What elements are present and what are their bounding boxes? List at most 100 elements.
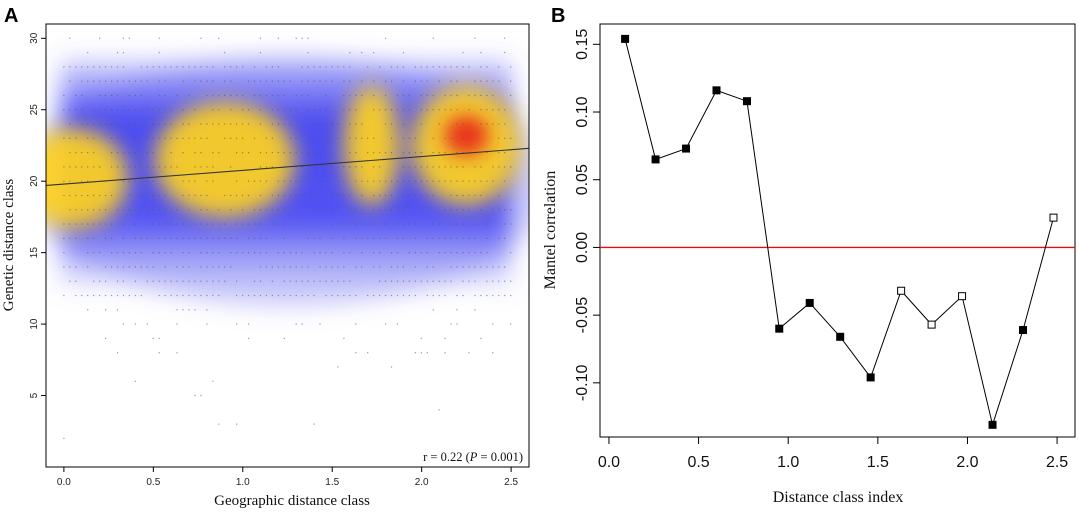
scatter-point (313, 252, 315, 254)
scatter-point (390, 152, 393, 154)
scatter-point (170, 152, 172, 154)
scatter-point (384, 280, 387, 282)
scatter-point (241, 194, 244, 197)
scatter-point (325, 80, 327, 82)
scatter-point (426, 352, 428, 354)
scatter-point (259, 223, 262, 225)
scatter-point (69, 137, 71, 139)
scatter-point (259, 252, 262, 254)
scatter-point (116, 209, 119, 211)
scatter-point (158, 223, 160, 225)
scatter-point (146, 66, 148, 68)
scatter-point (110, 109, 113, 111)
scatter-point (331, 280, 333, 282)
scatter-point (456, 209, 458, 211)
scatter-point (259, 94, 262, 97)
scatter-point (462, 237, 464, 239)
scatter-point (414, 194, 416, 197)
scatter-point (379, 266, 381, 268)
scatter-point (331, 209, 333, 211)
scatter-point (236, 123, 238, 125)
scatter-point (81, 66, 83, 68)
scatter-point (402, 194, 405, 197)
scatter-point (206, 137, 208, 139)
scatter-point (313, 109, 315, 111)
scatter-point (265, 237, 268, 239)
scatter-point (510, 209, 512, 211)
scatter-point (69, 223, 71, 225)
scatter-point (349, 252, 351, 254)
scatter-point (241, 252, 244, 254)
scatter-point (361, 237, 363, 239)
scatter-point (337, 294, 339, 297)
scatter-point (313, 80, 315, 82)
scatter-point (164, 194, 166, 197)
scatter-point (504, 209, 506, 211)
scatter-point (444, 209, 446, 211)
scatter-point (206, 180, 208, 182)
scatter-point (498, 280, 500, 282)
scatter-point (486, 252, 488, 254)
marker-significant (866, 373, 875, 382)
scatter-point (63, 109, 65, 111)
scatter-point (432, 166, 434, 168)
scatter-point (128, 80, 131, 82)
scatter-point (176, 280, 178, 282)
scatter-point (164, 109, 166, 111)
scatter-point (277, 180, 279, 182)
scatter-point (253, 66, 256, 68)
scatter-point (63, 137, 65, 139)
scatter-point (289, 80, 291, 82)
b-x-tick-label: 0.0 (598, 454, 620, 471)
scatter-point (325, 194, 327, 197)
scatter-point (474, 252, 476, 254)
scatter-point (468, 180, 470, 182)
panel-b-x-axis-label: Distance class index (773, 489, 904, 506)
scatter-point (230, 209, 232, 211)
scatter-point (110, 266, 113, 268)
scatter-point (128, 166, 131, 168)
scatter-point (93, 66, 95, 68)
scatter-point (218, 223, 220, 225)
scatter-point (426, 80, 428, 82)
a-y-tick-label: 30 (29, 32, 40, 44)
a-x-tick-label: 0.0 (57, 477, 71, 488)
scatter-point (170, 237, 172, 239)
a-x-tick-label: 1.5 (325, 477, 339, 488)
scatter-point (396, 223, 399, 225)
scatter-point (283, 337, 285, 339)
scatter-point (122, 80, 125, 82)
scatter-point (408, 152, 410, 154)
scatter-point (319, 252, 321, 254)
scatter-point (456, 66, 458, 68)
scatter-point (367, 237, 369, 239)
scatter-point (259, 180, 262, 182)
scatter-point (450, 80, 452, 82)
scatter-point (224, 223, 226, 225)
scatter-point (164, 294, 166, 297)
scatter-point (241, 152, 244, 154)
scatter-point (504, 137, 506, 139)
scatter-point (373, 94, 375, 97)
scatter-point (444, 152, 446, 154)
scatter-point (402, 66, 405, 68)
scatter-point (236, 137, 238, 139)
scatter-point (456, 180, 458, 182)
scatter-point (104, 123, 107, 125)
scatter-point (408, 166, 410, 168)
scatter-point (69, 266, 71, 268)
scatter-point (116, 66, 119, 68)
scatter-point (224, 51, 226, 54)
scatter-point (349, 280, 351, 282)
panel-a-regression-line (45, 147, 530, 187)
scatter-point (426, 194, 428, 197)
scatter-point (69, 194, 71, 197)
scatter-point (241, 294, 244, 297)
scatter-point (337, 223, 339, 225)
scatter-point (146, 209, 148, 211)
scatter-point (319, 137, 321, 139)
scatter-point (402, 80, 405, 82)
scatter-point (104, 280, 107, 282)
scatter-point (301, 166, 303, 168)
scatter-point (69, 180, 71, 182)
